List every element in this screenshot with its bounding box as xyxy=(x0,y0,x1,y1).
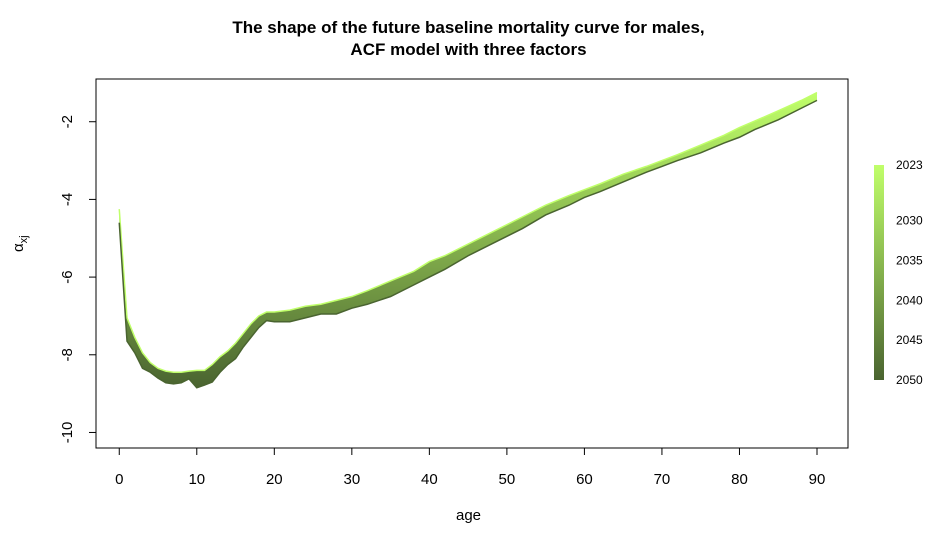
mortality-band xyxy=(118,91,818,389)
mortality-curve-2023 xyxy=(118,91,818,374)
y-axis-label: αxj xyxy=(10,235,30,252)
x-axis: 0 10 20 30 40 50 60 70 80 90 xyxy=(115,447,826,488)
legend-gradient-bar xyxy=(874,165,884,380)
x-tick-label: 90 xyxy=(809,471,826,488)
y-tick-label: -4 xyxy=(59,193,76,206)
x-tick-label: 0 xyxy=(115,471,123,488)
x-tick-label: 50 xyxy=(499,471,516,488)
legend-label: 2050 xyxy=(896,373,923,387)
x-tick-label: 40 xyxy=(421,471,438,488)
y-axis: -10 -8 -6 -4 -2 xyxy=(59,115,97,444)
y-tick-label: -2 xyxy=(59,115,76,128)
y-tick-label: -6 xyxy=(59,270,76,283)
x-axis-label: age xyxy=(455,507,482,524)
x-tick-label: 60 xyxy=(576,471,593,488)
x-tick-label: 70 xyxy=(654,471,671,488)
legend-label: 2045 xyxy=(896,333,923,347)
chart-title-line2: ACF model with three factors xyxy=(350,40,587,59)
y-tick-label: -10 xyxy=(59,422,76,444)
x-tick-label: 20 xyxy=(266,471,283,488)
legend-label: 2023 xyxy=(896,158,923,172)
mortality-curve-2050 xyxy=(118,99,818,389)
legend-label: 2030 xyxy=(896,214,923,228)
x-tick-label: 80 xyxy=(731,471,748,488)
chart-title-line1: The shape of the future baseline mortali… xyxy=(232,18,705,37)
x-tick-label: 10 xyxy=(188,471,205,488)
x-tick-label: 30 xyxy=(343,471,360,488)
y-tick-label: -8 xyxy=(59,348,76,361)
legend-color-bar: 2023 2030 2035 2040 2045 2050 xyxy=(874,158,923,387)
mortality-band-area xyxy=(119,92,817,388)
legend-label: 2040 xyxy=(896,293,923,307)
legend-label: 2035 xyxy=(896,254,923,268)
